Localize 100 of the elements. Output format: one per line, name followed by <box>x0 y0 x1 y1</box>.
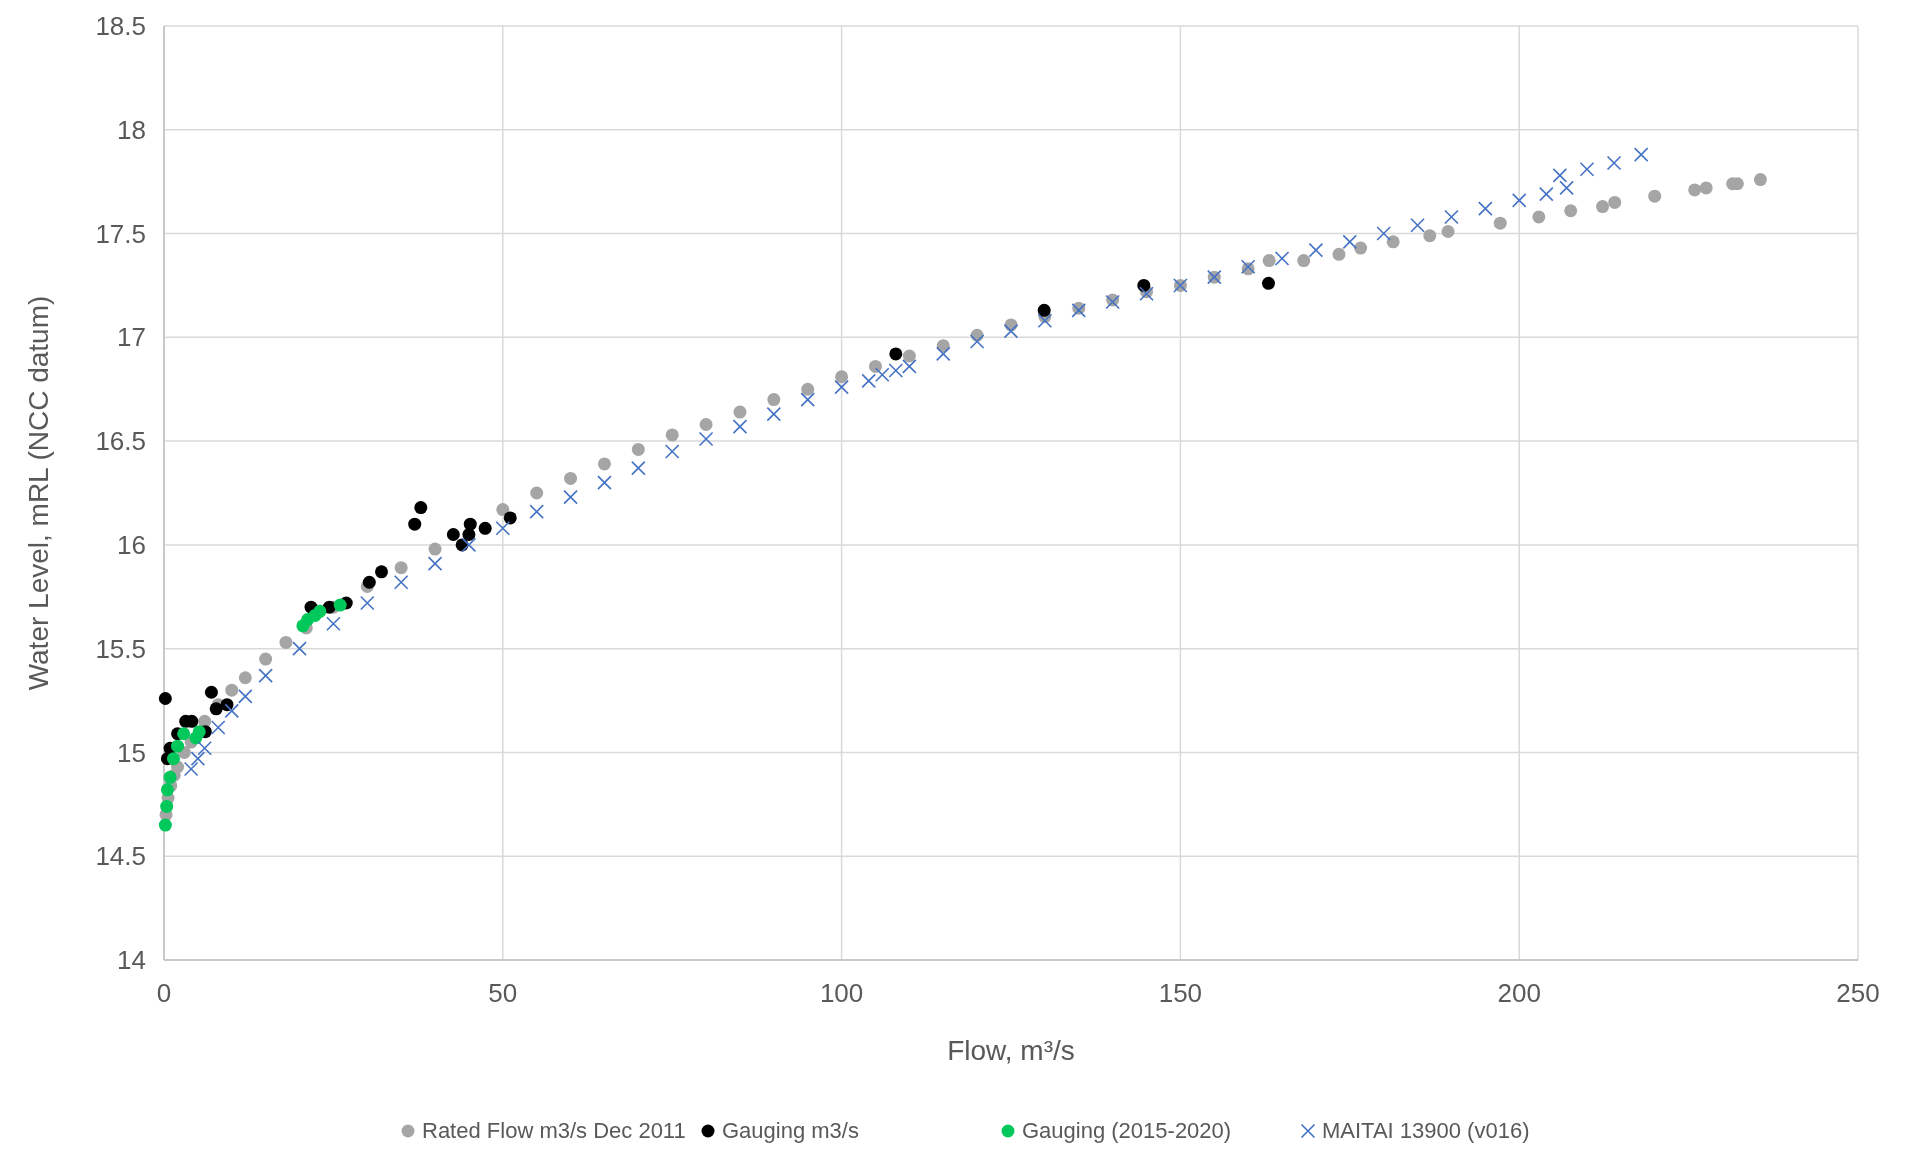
point <box>375 565 389 579</box>
point <box>1423 229 1437 243</box>
point <box>224 703 240 719</box>
point <box>800 392 816 407</box>
point <box>333 598 347 612</box>
point <box>1354 241 1368 255</box>
y-tick-label: 15 <box>117 737 146 768</box>
point <box>1564 204 1578 218</box>
point <box>888 363 904 378</box>
y-tick-label: 15.5 <box>95 633 146 664</box>
y-tick-label: 14 <box>117 945 146 976</box>
x-tick-label: 50 <box>488 978 518 1008</box>
x-tick-label: 200 <box>1497 978 1541 1008</box>
point <box>446 528 460 542</box>
point <box>210 720 226 735</box>
x-tick-label: 150 <box>1158 978 1203 1008</box>
point <box>428 542 442 556</box>
x-tick-label: 100 <box>819 978 864 1008</box>
point <box>733 405 747 419</box>
point <box>1596 200 1610 214</box>
point <box>874 367 890 382</box>
point <box>313 604 327 618</box>
point <box>158 691 172 705</box>
point <box>889 347 903 361</box>
point <box>1410 217 1425 233</box>
point <box>1037 303 1051 317</box>
point <box>1688 183 1702 197</box>
point <box>238 671 252 685</box>
point <box>362 575 376 589</box>
x-axis-title: Flow, m³/s <box>947 1035 1075 1066</box>
y-tick-label: 18 <box>117 114 146 145</box>
y-tick-label: 17.5 <box>95 218 146 249</box>
point <box>597 457 611 471</box>
point <box>564 471 578 485</box>
point <box>1297 254 1311 268</box>
point <box>1441 224 1455 238</box>
point <box>258 668 273 683</box>
legend-label: Gauging (2015-2020) <box>1022 1118 1232 1143</box>
point <box>969 334 985 349</box>
point <box>171 739 185 753</box>
point <box>936 339 950 353</box>
point <box>503 511 517 525</box>
point <box>1332 247 1346 261</box>
point <box>190 751 206 766</box>
point <box>183 761 199 777</box>
point <box>868 359 882 373</box>
point <box>160 783 174 797</box>
point <box>197 740 212 756</box>
point <box>834 379 849 395</box>
point <box>461 537 477 553</box>
point <box>1606 155 1622 171</box>
point <box>166 752 180 766</box>
point <box>1444 209 1459 225</box>
point <box>495 520 511 536</box>
point <box>326 616 341 632</box>
point <box>664 444 680 459</box>
point <box>698 431 714 447</box>
point <box>1532 210 1546 224</box>
y-tick-label: 16.5 <box>95 426 146 457</box>
point <box>1539 186 1554 202</box>
point <box>414 501 428 515</box>
point <box>393 574 409 590</box>
point <box>163 770 177 784</box>
point <box>1753 173 1767 187</box>
point <box>259 652 273 666</box>
point <box>1137 278 1151 292</box>
point <box>597 475 612 490</box>
point <box>1511 193 1527 208</box>
point <box>935 346 951 362</box>
point <box>1478 201 1493 216</box>
point <box>835 370 849 384</box>
point <box>767 393 781 407</box>
point <box>1559 180 1574 196</box>
point <box>225 683 239 697</box>
point <box>631 460 646 476</box>
point <box>292 641 307 656</box>
point <box>238 689 253 704</box>
point <box>496 503 510 517</box>
point <box>1342 234 1358 250</box>
point <box>1608 195 1622 209</box>
point <box>478 521 492 535</box>
point <box>158 818 172 832</box>
point <box>192 725 206 739</box>
point <box>1552 168 1568 183</box>
legend-label: Rated Flow m3/s Dec 2011 <box>422 1118 686 1143</box>
point <box>1648 189 1662 203</box>
point <box>801 382 815 396</box>
legend-label: MAITAI 13900 (v016) <box>1322 1118 1530 1143</box>
point <box>861 373 876 389</box>
y-tick-label: 16 <box>117 529 146 560</box>
point <box>160 799 174 813</box>
point <box>204 685 218 699</box>
point <box>1376 226 1391 241</box>
point <box>177 727 191 741</box>
x-tick-label: 250 <box>1836 978 1880 1008</box>
point <box>359 595 375 611</box>
point <box>394 561 408 575</box>
point <box>766 406 782 422</box>
point <box>1274 251 1290 266</box>
point <box>209 702 223 716</box>
